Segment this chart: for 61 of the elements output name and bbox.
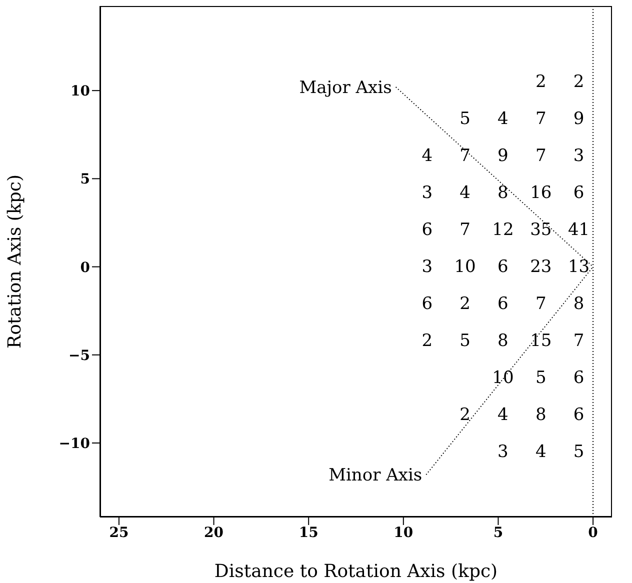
data-label: 4	[498, 404, 508, 425]
data-label: 6	[422, 294, 433, 314]
data-label: 7	[460, 146, 470, 166]
data-label: 7	[573, 330, 584, 351]
data-label: 7	[535, 146, 546, 166]
data-label: 10	[454, 256, 476, 277]
data-label: 7	[460, 220, 470, 240]
data-label: 2	[460, 294, 470, 314]
data-label: 7	[535, 294, 546, 314]
data-label: 6	[498, 294, 508, 314]
data-label: 15	[530, 330, 552, 351]
data-label: 8	[573, 294, 584, 314]
y-tick-label: −5	[68, 348, 90, 364]
y-tick-label: −10	[58, 436, 90, 452]
annotation: Major Axis	[299, 78, 392, 98]
data-label: 2	[460, 404, 470, 425]
x-tick-label: 20	[204, 524, 224, 541]
data-label: 5	[573, 442, 584, 462]
data-label: 10	[492, 368, 514, 388]
x-tick-label: 15	[298, 524, 318, 541]
data-label: 23	[530, 256, 552, 277]
data-label: 8	[498, 182, 508, 203]
data-label: 12	[492, 220, 514, 240]
y-tick-label: 0	[80, 260, 90, 276]
data-label: 6	[422, 220, 433, 240]
data-label: 3	[422, 182, 433, 203]
x-tick-label: 0	[588, 524, 598, 541]
data-label: 8	[535, 404, 546, 425]
data-label: 35	[530, 220, 552, 240]
y-tick-label: 10	[70, 84, 90, 100]
data-label: 2	[573, 72, 584, 92]
x-axis-title: Distance to Rotation Axis (kpc)	[214, 561, 498, 582]
data-label: 16	[530, 182, 552, 203]
y-axis-title: Rotation Axis (kpc)	[4, 174, 26, 348]
data-label: 3	[498, 442, 508, 462]
x-tick-label: 5	[493, 524, 504, 541]
data-label: 2	[535, 72, 546, 92]
data-label: 3	[422, 256, 433, 277]
data-label: 6	[573, 404, 584, 425]
data-label: 13	[568, 256, 590, 277]
data-label: 3	[573, 146, 584, 166]
data-label: 5	[460, 330, 470, 351]
data-label: 4	[460, 182, 470, 203]
data-label: 6	[573, 368, 584, 388]
x-tick-label: 25	[109, 524, 129, 541]
data-label: 5	[460, 108, 470, 129]
data-label: 4	[535, 442, 546, 462]
data-label: 6	[498, 256, 508, 277]
data-label: 6	[573, 182, 584, 203]
data-label: 4	[498, 108, 508, 129]
data-label: 8	[498, 330, 508, 351]
data-label: 9	[498, 146, 508, 166]
data-label: 5	[535, 368, 546, 388]
data-label: 41	[568, 220, 590, 240]
x-tick-label: 10	[394, 524, 414, 541]
y-tick-label: 5	[80, 172, 90, 188]
data-label: 2	[422, 330, 433, 351]
annotation: Minor Axis	[328, 466, 422, 486]
data-label: 9	[573, 108, 584, 129]
data-label: 4	[422, 146, 433, 166]
data-label: 7	[535, 108, 546, 129]
